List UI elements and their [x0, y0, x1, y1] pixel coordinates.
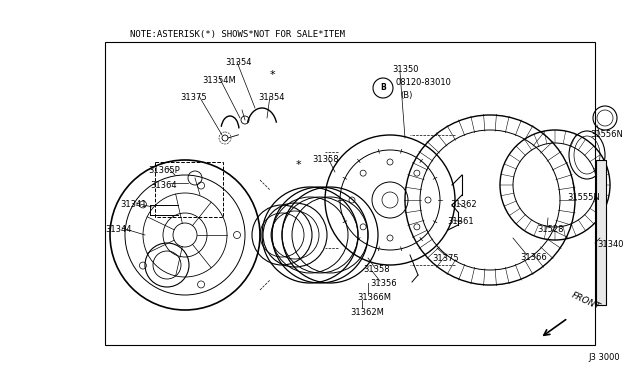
Bar [105, 42, 595, 345]
Text: 31364: 31364 [150, 181, 177, 190]
Text: 31366M: 31366M [357, 293, 391, 302]
Text: NOTE:ASTERISK(*) SHOWS*NOT FOR SALE*ITEM: NOTE:ASTERISK(*) SHOWS*NOT FOR SALE*ITEM [130, 30, 345, 39]
Text: 31556N: 31556N [590, 130, 623, 139]
Text: B: B [380, 83, 386, 93]
Text: 31375: 31375 [432, 254, 459, 263]
Text: 31362M: 31362M [350, 308, 384, 317]
Text: 31341: 31341 [120, 200, 147, 209]
Text: 31354: 31354 [258, 93, 285, 102]
Text: 31528: 31528 [537, 225, 563, 234]
Text: J3 3000: J3 3000 [588, 353, 620, 362]
Text: 31375: 31375 [180, 93, 207, 102]
Text: *: * [295, 160, 301, 170]
Text: FRONT: FRONT [570, 291, 602, 312]
Text: 31365P: 31365P [148, 166, 180, 175]
Text: 31356: 31356 [370, 279, 397, 288]
Text: 31358: 31358 [312, 155, 339, 164]
Text: 31358: 31358 [363, 265, 390, 274]
Text: 31350: 31350 [392, 65, 419, 74]
Text: (B): (B) [400, 91, 412, 100]
Text: 31362: 31362 [450, 200, 477, 209]
Text: 31361: 31361 [447, 217, 474, 226]
Text: 08120-83010: 08120-83010 [396, 78, 452, 87]
Text: 31555N: 31555N [567, 193, 600, 202]
Bar [155, 162, 223, 217]
Text: *: * [269, 70, 275, 80]
Text: 31354: 31354 [225, 58, 252, 67]
Bar [596, 160, 606, 305]
Text: 31354M: 31354M [202, 76, 236, 85]
Text: 31344: 31344 [105, 225, 131, 234]
Text: 31366: 31366 [520, 253, 547, 262]
Text: 31340: 31340 [597, 240, 623, 249]
